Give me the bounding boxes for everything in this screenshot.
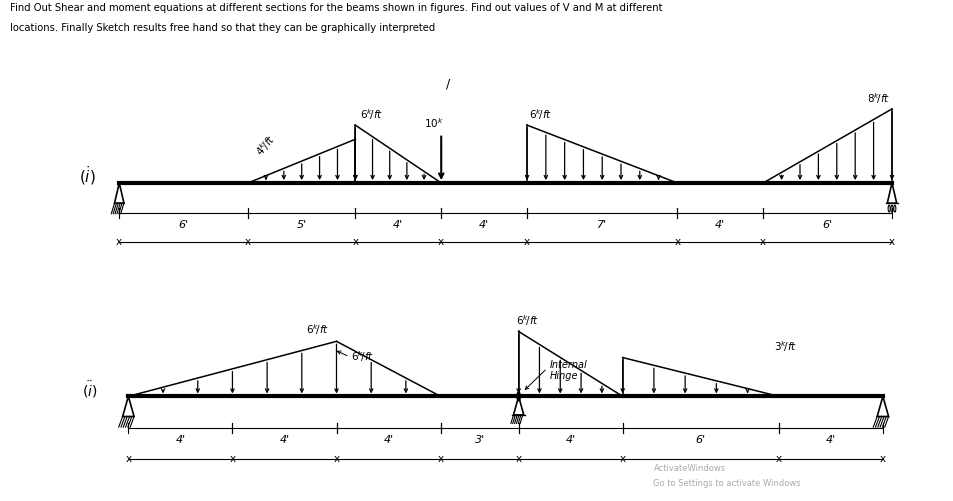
Text: x: x: [879, 454, 885, 464]
Text: ActivateWindows: ActivateWindows: [653, 464, 725, 473]
Text: 4': 4': [715, 219, 724, 229]
Text: $6^k\!/ft$: $6^k\!/ft$: [529, 108, 552, 122]
Text: $3^k\!/ft$: $3^k\!/ft$: [773, 339, 796, 354]
Text: x: x: [116, 237, 122, 247]
Text: $6^k\!/ft$: $6^k\!/ft$: [351, 349, 374, 364]
Text: $4^k\!/ft$: $4^k\!/ft$: [252, 132, 278, 159]
Text: x: x: [888, 237, 894, 247]
Text: 4': 4': [565, 435, 575, 445]
Text: Internal
Hinge: Internal Hinge: [549, 360, 587, 381]
Text: 4': 4': [175, 435, 185, 445]
Text: x: x: [775, 454, 781, 464]
Text: Find Out Shear and moment equations at different sections for the beams shown in: Find Out Shear and moment equations at d…: [10, 3, 661, 13]
Text: x: x: [760, 237, 765, 247]
Text: 6': 6': [178, 219, 189, 229]
Text: 4': 4': [393, 219, 403, 229]
Text: Go to Settings to activate Windows: Go to Settings to activate Windows: [653, 479, 801, 488]
Text: x: x: [523, 237, 530, 247]
Text: 5': 5': [296, 219, 307, 229]
Text: $(\dot{i})$: $(\dot{i})$: [78, 164, 95, 187]
Text: x: x: [352, 237, 358, 247]
Text: x: x: [674, 237, 679, 247]
Text: 6': 6': [821, 219, 832, 229]
Text: x: x: [245, 237, 251, 247]
Text: /: /: [445, 77, 449, 90]
Text: $8^k\!/ft$: $8^k\!/ft$: [866, 91, 889, 106]
Text: x: x: [229, 454, 235, 464]
Text: $6^k\!/ft$: $6^k\!/ft$: [305, 322, 329, 337]
Text: 3': 3': [474, 435, 484, 445]
Text: $10^k$: $10^k$: [423, 116, 443, 130]
Text: $6^k\!/ft$: $6^k\!/ft$: [359, 108, 382, 122]
Text: x: x: [437, 237, 444, 247]
Text: $(\ddot{i})$: $(\ddot{i})$: [82, 379, 97, 400]
Text: 4': 4': [383, 435, 394, 445]
Text: x: x: [125, 454, 132, 464]
Text: x: x: [619, 454, 625, 464]
Text: 7': 7': [597, 219, 607, 229]
Text: locations. Finally Sketch results free hand so that they can be graphically inte: locations. Finally Sketch results free h…: [10, 23, 435, 33]
Text: 4': 4': [279, 435, 289, 445]
Text: x: x: [437, 454, 443, 464]
Text: x: x: [334, 454, 339, 464]
Text: x: x: [515, 454, 521, 464]
Text: $6^k\!/ft$: $6^k\!/ft$: [516, 313, 538, 328]
Text: 6': 6': [695, 435, 705, 445]
Text: 4': 4': [478, 219, 489, 229]
Text: 4': 4': [825, 435, 835, 445]
Circle shape: [517, 392, 519, 401]
